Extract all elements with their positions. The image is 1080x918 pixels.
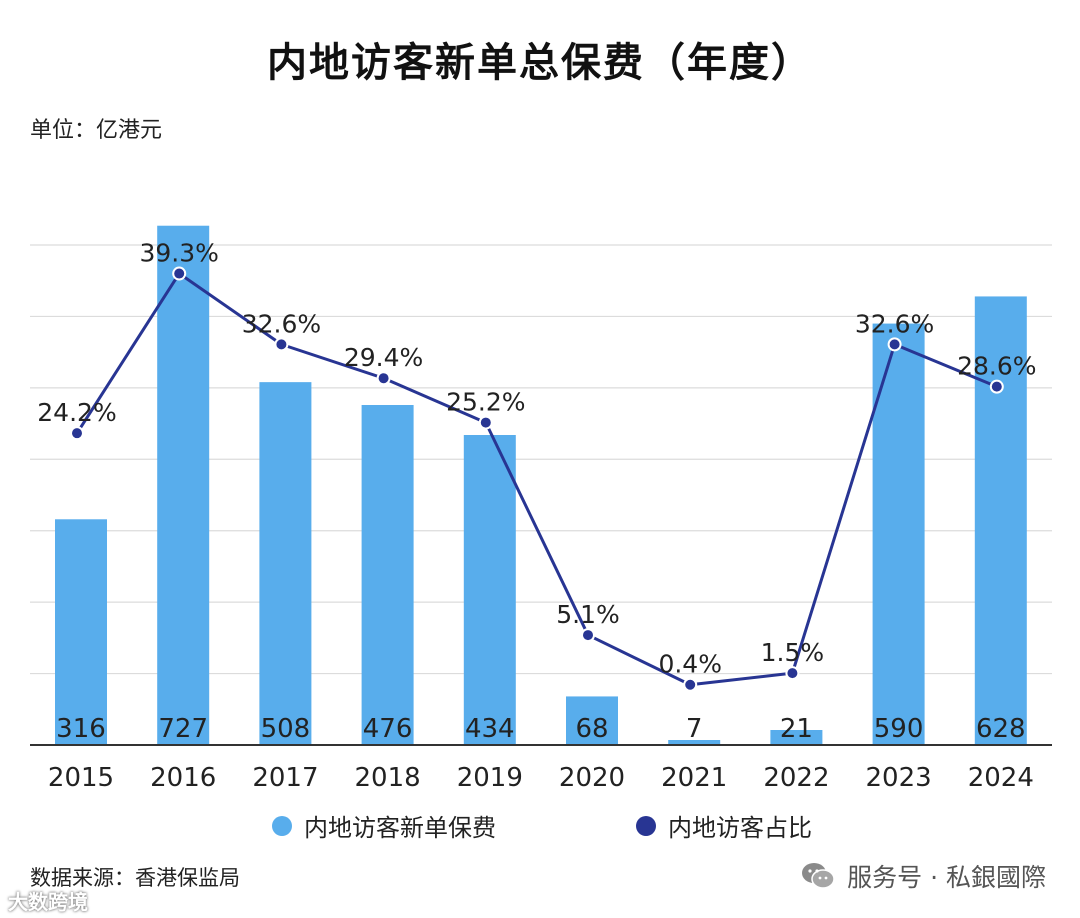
ratio-line xyxy=(75,272,998,687)
bar-value-label: 21 xyxy=(780,714,813,744)
bar-value-label: 476 xyxy=(363,714,413,744)
ratio-point xyxy=(785,666,800,681)
data-source: 数据来源：香港保监局 xyxy=(30,866,240,890)
ratio-point xyxy=(478,415,493,430)
unit-label: 单位：亿港元 xyxy=(30,118,163,143)
ratio-point xyxy=(989,379,1004,394)
x-tick-label: 2016 xyxy=(150,763,216,793)
x-tick-label: 2015 xyxy=(48,763,114,793)
ratio-value-label: 39.3% xyxy=(139,239,218,268)
ratio-value-label: 29.4% xyxy=(344,343,423,372)
x-tick-label: 2019 xyxy=(457,763,523,793)
ratio-point xyxy=(581,628,595,643)
legend-bar-marker xyxy=(272,815,292,836)
bar-value-label: 434 xyxy=(465,714,515,744)
legend-line-marker xyxy=(636,815,656,836)
ratio-point xyxy=(274,337,289,352)
legend-item-bar: 内地访客新单保费 xyxy=(272,808,496,843)
ratio-value-label: 28.6% xyxy=(957,352,1036,381)
ratio-value-label: 1.5% xyxy=(761,638,825,667)
x-tick-label: 2022 xyxy=(763,763,829,793)
watermark: 大数跨境 xyxy=(8,890,88,914)
bar-value-label: 727 xyxy=(158,714,208,744)
bar-value-label: 628 xyxy=(976,714,1026,744)
brand-label: 服务号 · 私銀國際 xyxy=(847,863,1046,892)
bar xyxy=(872,323,925,745)
bar xyxy=(361,405,414,745)
chart-title: 内地访客新单总保费（年度） xyxy=(267,40,813,86)
bar-value-label: 590 xyxy=(874,714,924,744)
x-tick-label: 2018 xyxy=(355,763,421,793)
x-tick-label: 2021 xyxy=(661,763,727,793)
legend: 内地访客新单保费 内地访客占比 xyxy=(0,808,1080,844)
legend-bar-label: 内地访客新单保费 xyxy=(304,814,496,842)
bar xyxy=(157,225,210,745)
x-tick-label: 2017 xyxy=(252,763,318,793)
bar xyxy=(55,519,107,745)
bar-value-label: 316 xyxy=(56,714,106,744)
ratio-value-label: 24.2% xyxy=(37,398,116,427)
bar-value-label: 7 xyxy=(686,714,703,744)
ratio-point xyxy=(887,337,902,352)
x-tick-label: 2024 xyxy=(968,763,1034,793)
ratio-point xyxy=(683,677,698,692)
bar xyxy=(463,435,516,745)
ratio-point xyxy=(70,426,84,441)
ratio-value-label: 32.6% xyxy=(855,309,934,338)
bar xyxy=(259,382,312,745)
ratio-point xyxy=(172,266,187,281)
ratio-value-label: 0.4% xyxy=(658,650,722,679)
bar xyxy=(668,740,721,745)
x-tick-label: 2023 xyxy=(866,763,932,793)
ratio-value-label: 5.1% xyxy=(556,600,620,629)
bar-value-label: 508 xyxy=(261,714,311,744)
bar-value-label: 68 xyxy=(575,714,608,744)
brand: 服务号 · 私銀國際 xyxy=(801,858,1046,894)
bar xyxy=(566,696,618,745)
bar xyxy=(974,296,1027,745)
ratio-value-label: 32.6% xyxy=(242,309,321,338)
legend-item-line: 内地访客占比 xyxy=(636,808,812,843)
legend-line-label: 内地访客占比 xyxy=(668,814,812,842)
x-tick-label: 2020 xyxy=(559,763,625,793)
ratio-point xyxy=(376,371,391,386)
wechat-icon xyxy=(802,863,835,889)
bar xyxy=(770,730,823,745)
ratio-value-label: 25.2% xyxy=(446,388,525,417)
